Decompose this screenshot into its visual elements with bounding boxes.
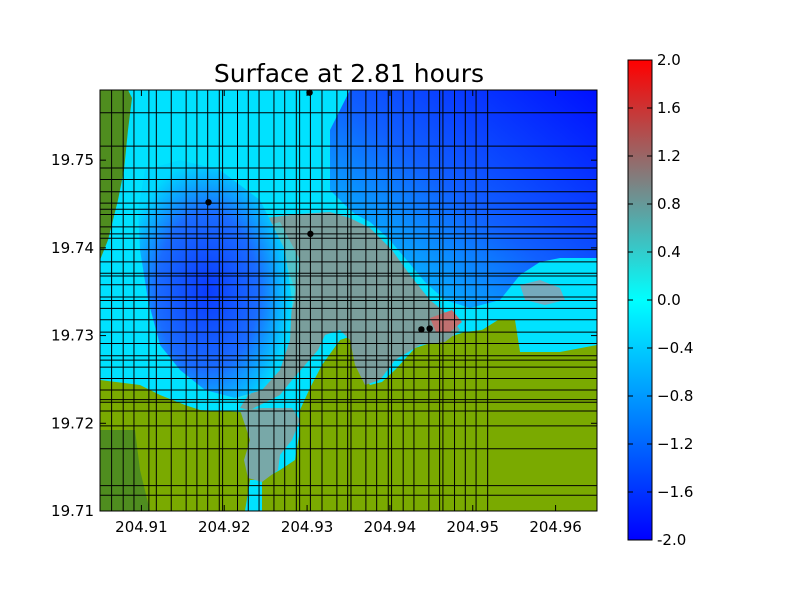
chart-title: Surface at 2.81 hours <box>214 59 484 88</box>
colorbar-tick-label: 2.0 <box>657 51 681 69</box>
x-tick-label: 204.94 <box>364 518 417 536</box>
east-high-plume <box>520 280 565 305</box>
gauge-marker <box>307 230 314 238</box>
gauge-marker <box>426 325 433 332</box>
colorbar-tick-label: 0.4 <box>657 243 681 261</box>
x-tick-label: 204.93 <box>281 518 334 536</box>
colorbar-tick-label: −0.8 <box>657 387 693 405</box>
y-tick-label: 19.72 <box>51 414 94 432</box>
gauge-marker <box>418 326 425 333</box>
land-west-strip <box>100 90 132 260</box>
colorbar-tick-label: −0.4 <box>657 339 693 357</box>
x-tick-label: 204.95 <box>447 518 500 536</box>
colorbar-tick-label: 1.6 <box>657 99 681 117</box>
plot-frame <box>99 89 598 512</box>
harbor-high-spot <box>430 310 462 332</box>
colorbar-tick-label: −1.6 <box>657 483 693 501</box>
colorbar-tick-label: 1.2 <box>657 147 681 165</box>
y-tick-label: 19.73 <box>51 327 94 345</box>
gauge-points <box>205 89 433 333</box>
colorbar-tick-label: -2.0 <box>657 531 686 549</box>
colorbar-tick-label: 0.0 <box>657 291 681 309</box>
colorbar-tick-label: 0.8 <box>657 195 681 213</box>
x-tick-label: 204.92 <box>198 518 251 536</box>
y-tick-label: 19.75 <box>51 151 94 169</box>
colorbar-ticks: -2.0 −1.6 −1.2 −0.8 −0.4 0.0 0.4 0.8 1.2 1.6 2.0 <box>628 51 693 549</box>
y-tick-label: 19.74 <box>51 239 94 257</box>
inner-bay-low <box>138 160 292 398</box>
x-tick-label: 204.91 <box>115 518 168 536</box>
land-mass <box>100 320 597 511</box>
gauge-marker <box>205 199 212 206</box>
y-tick-label: 19.71 <box>51 502 94 520</box>
colorbar-tick-label: −1.2 <box>657 435 693 453</box>
land-south-west <box>100 430 150 511</box>
offshore-low-region <box>330 90 597 308</box>
x-tick-label: 204.96 <box>529 518 582 536</box>
y-axis: 19.71 19.72 19.73 19.74 19.75 <box>51 151 597 520</box>
amr-grid-lines <box>100 90 597 511</box>
gauge-marker <box>306 89 313 96</box>
x-axis: 204.91 204.92 204.93 204.94 204.95 204.96 <box>115 90 582 536</box>
